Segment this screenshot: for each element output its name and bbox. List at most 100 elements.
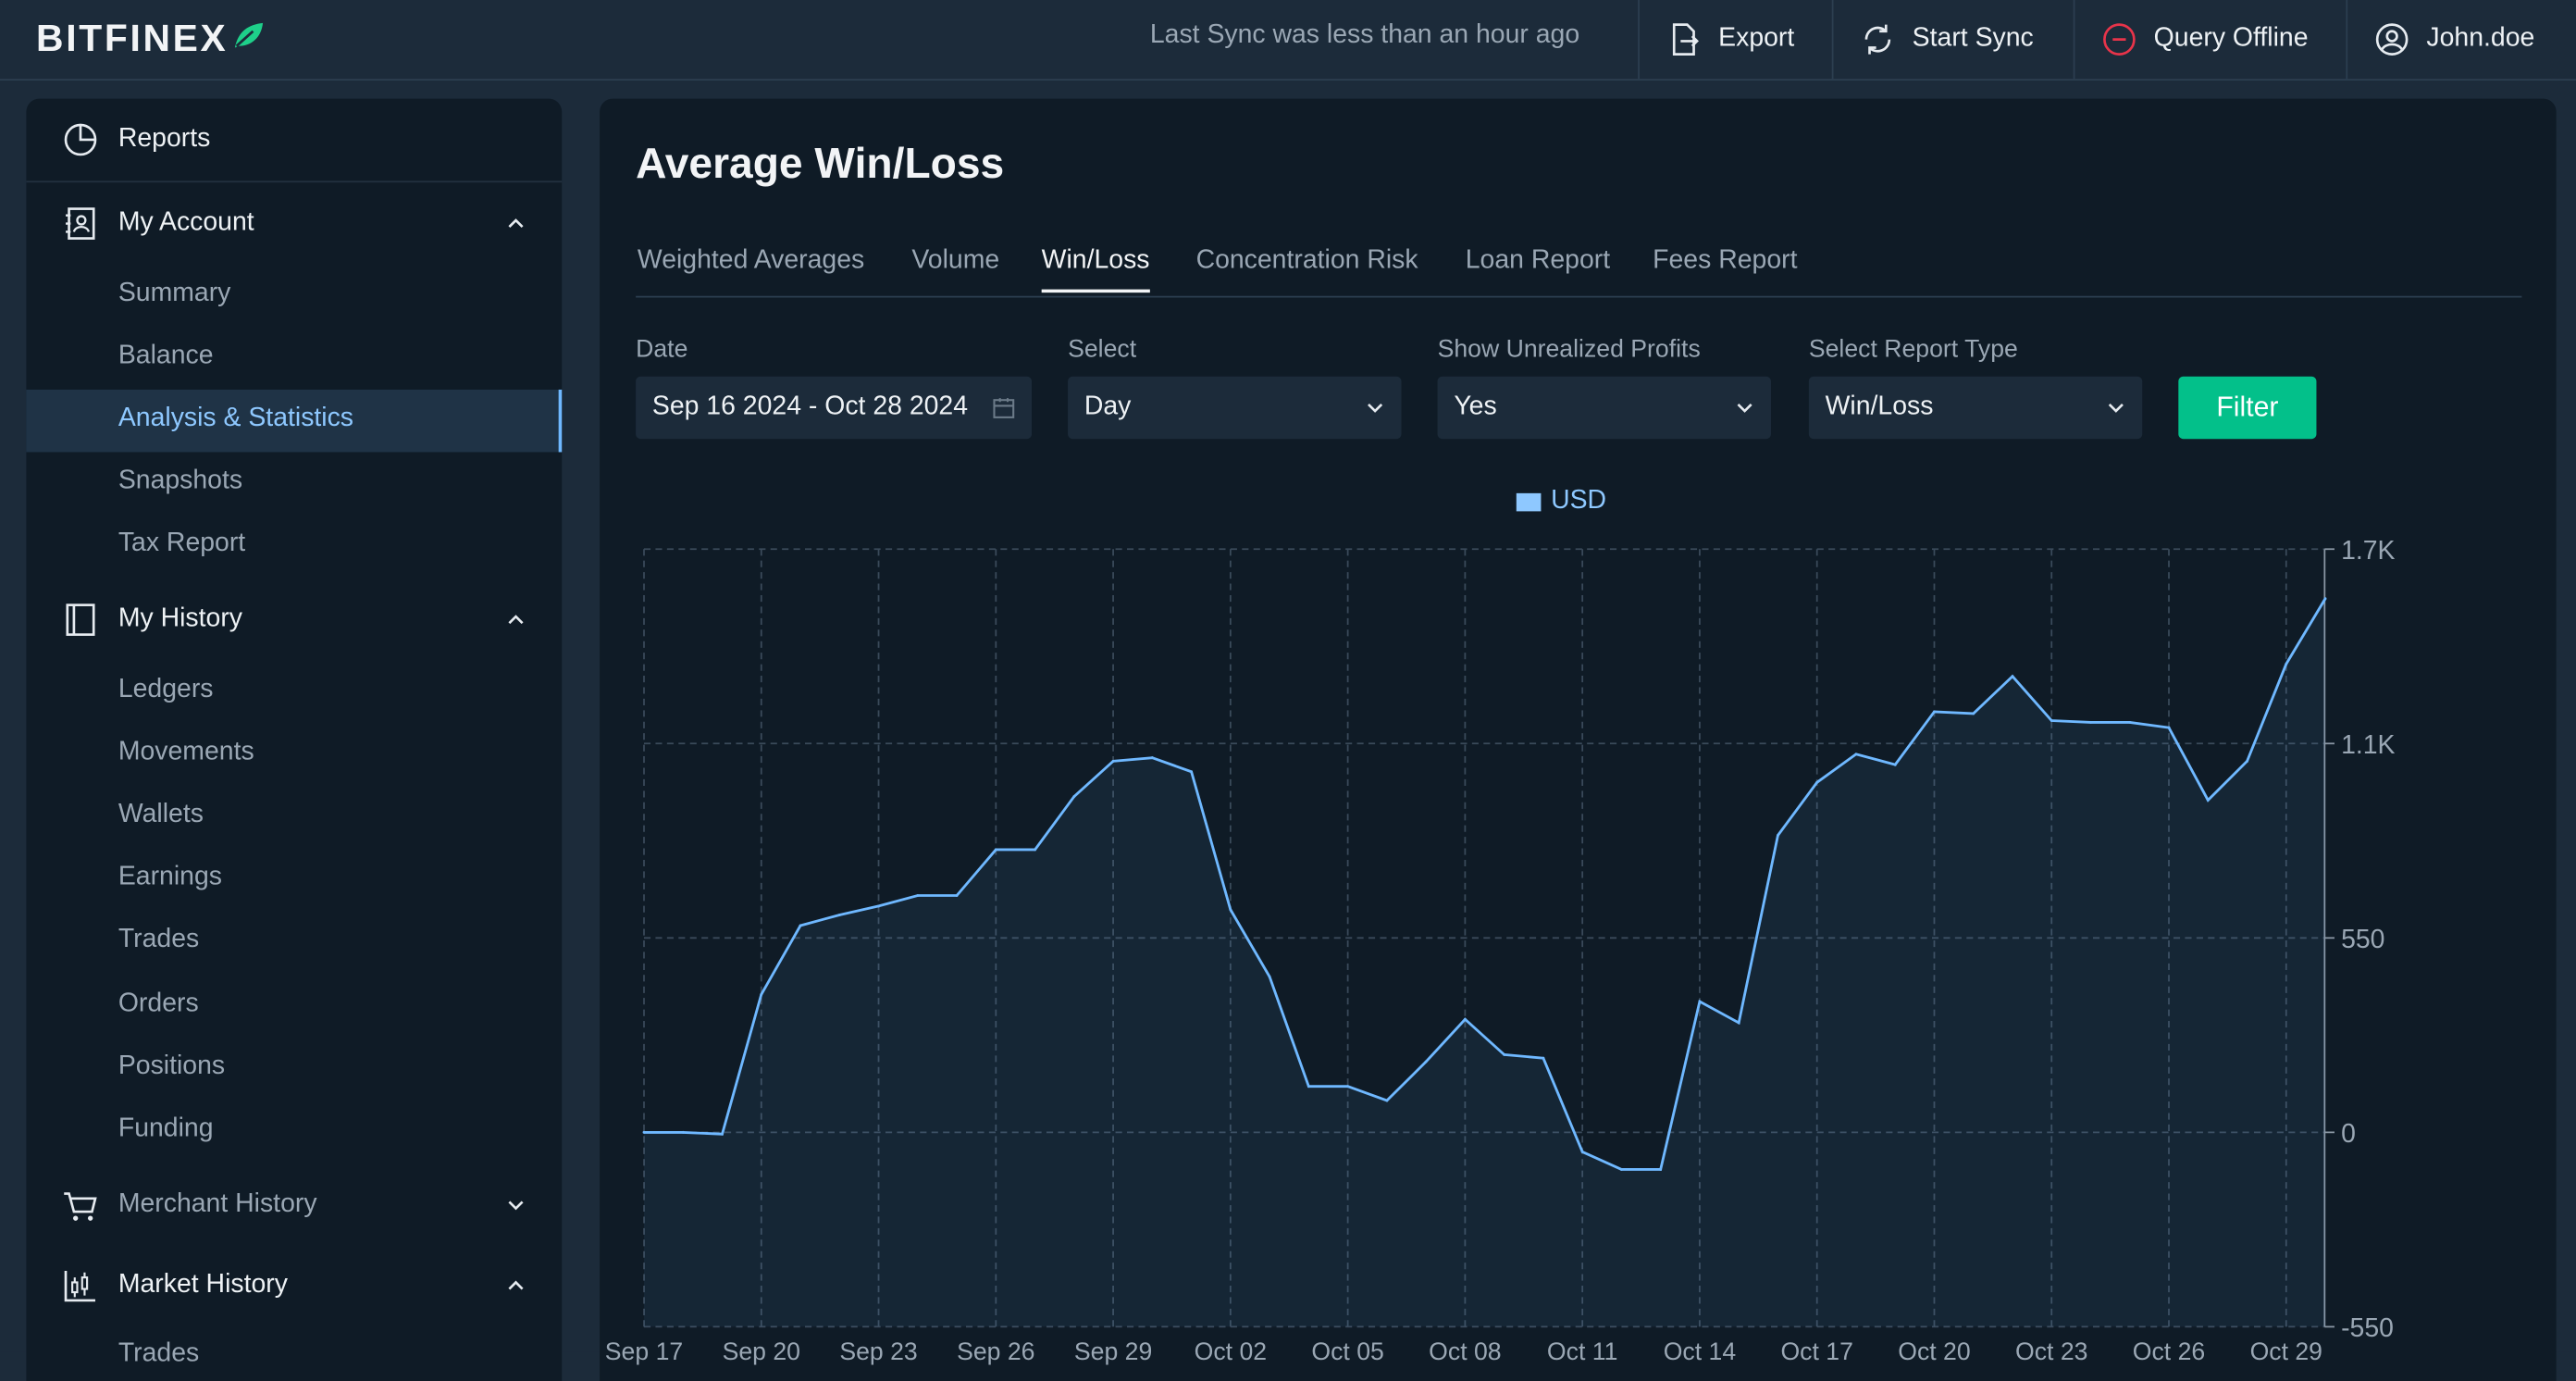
data-point (1268, 975, 1271, 978)
candlestick-chart-icon (64, 1271, 95, 1302)
data-point (1385, 1099, 1389, 1102)
sidebar-item-market-trades[interactable]: Trades (118, 1339, 200, 1368)
main-panel: Average Win/Loss Weighted Averages Volum… (600, 98, 2557, 1381)
calendar-icon (993, 398, 1015, 418)
data-point (2323, 597, 2327, 601)
report-type-select[interactable]: Win/Loss (1808, 376, 2143, 440)
sidebar-item-trades[interactable]: Trades (118, 926, 200, 954)
data-point (1698, 1000, 1702, 1003)
pie-chart-icon (64, 123, 97, 156)
sidebar-group-label: Market History (118, 1271, 288, 1300)
sidebar-item-earnings[interactable]: Earnings (118, 863, 222, 891)
chart-legend[interactable]: USD (1516, 487, 1606, 516)
query-offline-label: Query Offline (2153, 24, 2309, 53)
data-point (837, 914, 841, 916)
data-point (642, 1130, 646, 1134)
sidebar-item-reports[interactable]: Reports (26, 121, 562, 157)
sidebar-group-merchant-history[interactable]: Merchant History (26, 1187, 562, 1223)
sidebar-item-wallets[interactable]: Wallets (118, 801, 204, 829)
data-point (1542, 1056, 1545, 1060)
export-button[interactable]: Export (1638, 0, 1832, 80)
data-point (1777, 834, 1779, 837)
offline-status-icon (2103, 23, 2136, 56)
chevron-down-icon (2108, 404, 2124, 413)
query-offline-button[interactable]: Query Offline (2073, 0, 2347, 80)
chevron-up-icon[interactable] (506, 610, 526, 629)
data-point (760, 993, 763, 996)
sidebar-group-market-history[interactable]: Market History (26, 1267, 562, 1303)
data-point (799, 924, 802, 927)
sidebar-active-highlight (26, 389, 563, 453)
chevron-down-icon[interactable] (506, 1195, 526, 1214)
data-point (916, 894, 920, 897)
report-type-value: Win/Loss (1825, 392, 1934, 421)
filter-button[interactable]: Filter (2178, 376, 2317, 440)
y-tick-label: -550 (2341, 1313, 2394, 1343)
sidebar-item-movements[interactable]: Movements (118, 738, 254, 766)
y-tick-label: 1.1K (2341, 730, 2395, 760)
sidebar-item-positions[interactable]: Positions (118, 1051, 226, 1080)
data-point (877, 904, 880, 908)
series-line-usd (643, 597, 2327, 1171)
unrealized-profits-select[interactable]: Yes (1437, 376, 1771, 440)
data-point (1463, 1017, 1467, 1021)
sidebar-item-analysis-statistics[interactable]: Analysis & Statistics (118, 404, 354, 433)
start-sync-button[interactable]: Start Sync (1831, 0, 2074, 80)
data-point (1933, 710, 1936, 714)
data-point (1972, 712, 1975, 715)
chevron-up-icon[interactable] (506, 1275, 526, 1295)
user-menu-button[interactable]: John.doe (2346, 0, 2576, 80)
sidebar-item-ledgers[interactable]: Ledgers (118, 676, 214, 704)
top-header: BITFINEX Last Sync was less than an hour… (0, 0, 2576, 81)
data-point (1580, 1150, 1584, 1153)
data-point (2011, 675, 2014, 678)
tab-volume[interactable]: Volume (911, 246, 1000, 275)
data-point (1034, 848, 1036, 852)
chevron-up-icon[interactable] (506, 214, 526, 233)
leaf-icon (231, 17, 265, 61)
date-range-picker[interactable]: Sep 16 2024 - Oct 28 2024 (636, 376, 1033, 440)
data-point (1893, 763, 1897, 766)
tab-fees-report[interactable]: Fees Report (1653, 246, 1798, 275)
data-point (1150, 756, 1154, 759)
data-point (1190, 770, 1194, 774)
sidebar-group-label: Merchant History (118, 1189, 317, 1219)
data-point (1111, 759, 1115, 763)
sidebar-item-snapshots[interactable]: Snapshots (118, 467, 243, 495)
sidebar-group-my-history[interactable]: My History (26, 602, 562, 638)
report-type-label: Select Report Type (1808, 335, 2018, 364)
sidebar-group-label: My History (118, 604, 242, 633)
unrealized-profits-label: Show Unrealized Profits (1437, 335, 1701, 364)
sidebar-item-tax-report[interactable]: Tax Report (118, 529, 246, 558)
account-icon (66, 207, 95, 240)
data-point (681, 1130, 685, 1134)
data-point (1307, 1085, 1310, 1089)
data-point (2050, 719, 2053, 722)
data-point (1854, 753, 1858, 756)
user-icon (2375, 23, 2409, 56)
tab-concentration-risk[interactable]: Concentration Risk (1195, 246, 1418, 275)
sidebar-item-balance[interactable]: Balance (118, 342, 214, 370)
sidebar-item-summary[interactable]: Summary (118, 279, 231, 308)
tab-win-loss[interactable]: Win/Loss (1041, 246, 1150, 293)
data-point (1503, 1052, 1506, 1056)
period-select[interactable]: Day (1068, 376, 1402, 440)
bitfinex-logo[interactable]: BITFINEX (36, 17, 264, 61)
data-point (1346, 1085, 1350, 1089)
sidebar-item-funding[interactable]: Funding (118, 1114, 214, 1143)
y-tick-label: 550 (2341, 925, 2384, 954)
sidebar-group-my-account[interactable]: My Account (26, 205, 562, 242)
sidebar: Reports My Account Summary Balance Analy… (26, 98, 563, 1381)
sidebar-item-orders[interactable]: Orders (118, 989, 199, 1018)
data-point (721, 1132, 724, 1136)
tab-loan-report[interactable]: Loan Report (1465, 246, 1611, 275)
data-point (1815, 780, 1819, 784)
tab-weighted-averages[interactable]: Weighted Averages (637, 246, 865, 275)
date-range-value: Sep 16 2024 - Oct 28 2024 (651, 392, 969, 421)
data-point (1737, 1021, 1740, 1025)
report-tabs: Weighted Averages Volume Win/Loss Concen… (636, 243, 2522, 298)
export-label: Export (1718, 24, 1795, 53)
y-tick-label: 1.7K (2341, 536, 2395, 566)
book-icon (66, 603, 95, 636)
